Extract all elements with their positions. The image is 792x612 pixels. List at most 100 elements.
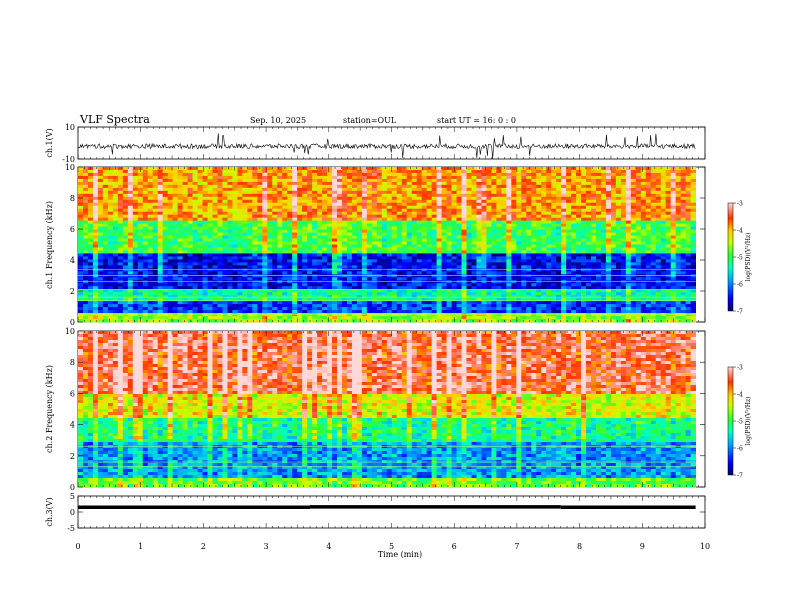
spectrogram-cell <box>247 241 253 245</box>
spectrogram-cell <box>561 178 567 183</box>
spectrogram-cell <box>576 199 582 204</box>
spectrogram-cell <box>177 265 183 269</box>
spectrogram-cell <box>78 181 84 186</box>
spectrogram-cell <box>610 187 617 192</box>
spectrogram-cell <box>451 256 457 260</box>
spectrogram-cell <box>645 172 652 177</box>
spectrogram-cell <box>312 205 318 210</box>
spectrogram-cell <box>187 250 193 254</box>
spectrogram-cell <box>177 193 183 198</box>
spectrogram-cell <box>571 175 577 180</box>
spectrogram-cell <box>466 274 472 278</box>
spectrogram-cell <box>521 271 527 275</box>
spectrogram-cell <box>446 232 452 236</box>
spectrogram-cell <box>660 283 667 287</box>
spectrogram-cell <box>561 253 567 257</box>
spectrogram-cell <box>685 199 692 204</box>
spectrogram-cell <box>327 229 333 233</box>
spectrogram-cell <box>127 167 134 171</box>
spectrogram-cell <box>501 220 507 225</box>
spectrogram-cell <box>197 208 203 213</box>
spectrogram-cell <box>107 268 114 272</box>
spectrogram-cell <box>551 283 557 287</box>
spectrogram-cell <box>336 205 343 210</box>
spectrogram-cell <box>675 250 682 254</box>
spectrogram-cell <box>237 268 243 272</box>
spectrogram-cell <box>341 277 348 281</box>
spectrogram-cell <box>496 271 502 275</box>
spectrogram-cell <box>496 259 502 263</box>
spectrogram-cell <box>401 268 408 272</box>
spectrogram-cell <box>341 244 348 248</box>
spectrogram-cell <box>332 196 338 201</box>
spectrogram-cell <box>267 167 273 171</box>
spectrogram-cell <box>561 256 567 260</box>
spectrogram-cell <box>620 262 627 266</box>
spectrogram-cell <box>581 232 587 236</box>
spectrogram-cell <box>441 232 447 236</box>
spectrogram-cell <box>451 241 457 245</box>
spectrogram-cell <box>511 190 517 195</box>
spectrogram-cell <box>391 214 398 219</box>
spectrogram-cell <box>595 247 602 251</box>
spectrogram-cell <box>297 262 303 266</box>
spectrogram-cell <box>322 190 328 195</box>
spectrogram-cell <box>496 223 502 228</box>
spectrogram-cell <box>690 223 696 228</box>
spectrogram-cell <box>187 274 193 278</box>
spectrogram-cell <box>222 214 228 219</box>
spectrogram-cell <box>192 235 198 239</box>
spectrogram-cell <box>401 256 408 260</box>
spectrogram-cell <box>536 167 542 171</box>
spectrogram-cell <box>441 226 447 230</box>
spectrogram-cell <box>625 175 632 180</box>
spectrogram-cell <box>690 175 696 180</box>
spectrogram-cell <box>127 229 134 233</box>
spectrogram-cell <box>625 205 632 210</box>
spectrogram-cell <box>605 205 612 210</box>
spectrogram-cell <box>102 265 109 269</box>
spectrogram-cell <box>571 214 577 219</box>
spectrogram-cell <box>92 238 99 242</box>
spectrogram-cell <box>267 178 273 183</box>
spectrogram-cell <box>366 167 373 171</box>
spectrogram-cell <box>112 199 119 204</box>
spectrogram-cell <box>142 214 149 219</box>
spectrogram-cell <box>336 208 343 213</box>
spectrogram-cell <box>137 205 144 210</box>
spectrogram-cell <box>595 241 602 245</box>
spectrogram-cell <box>207 229 213 233</box>
spectrogram-cell <box>491 199 497 204</box>
spectrogram-cell <box>386 193 393 198</box>
spectrogram-cell <box>426 235 433 239</box>
spectrogram-cell <box>332 283 338 287</box>
spectrogram-cell <box>665 277 672 281</box>
spectrogram-cell <box>87 199 94 204</box>
spectrogram-cell <box>242 167 248 171</box>
spectrogram-cell <box>645 229 652 233</box>
spectrogram-cell <box>551 211 557 216</box>
spectrogram-cell <box>675 172 682 177</box>
spectrogram-cell <box>685 244 692 248</box>
spectrogram-cell <box>302 265 308 269</box>
spectrogram-cell <box>551 256 557 260</box>
spectrogram-cell <box>142 247 149 251</box>
spectrogram-cell <box>207 193 213 198</box>
spectrogram-cell <box>207 172 213 177</box>
spectrogram-cell <box>107 211 114 216</box>
spectrogram-cell <box>247 262 253 266</box>
spectrogram-cell <box>282 253 288 257</box>
spectrogram-cell <box>237 184 243 189</box>
spectrogram-cell <box>366 259 373 263</box>
spectrogram-cell <box>501 199 507 204</box>
spectrogram-cell <box>172 214 179 219</box>
spectrogram-cell <box>436 208 442 213</box>
spectrogram-cell <box>341 235 348 239</box>
spectrogram-cell <box>491 235 497 239</box>
spectrogram-cell <box>222 172 228 177</box>
spectrogram-cell <box>630 169 637 174</box>
spectrogram-cell <box>371 277 378 281</box>
spectrogram-cell <box>571 238 577 242</box>
spectrogram-cell <box>571 187 577 192</box>
spectrogram-cell <box>426 265 433 269</box>
